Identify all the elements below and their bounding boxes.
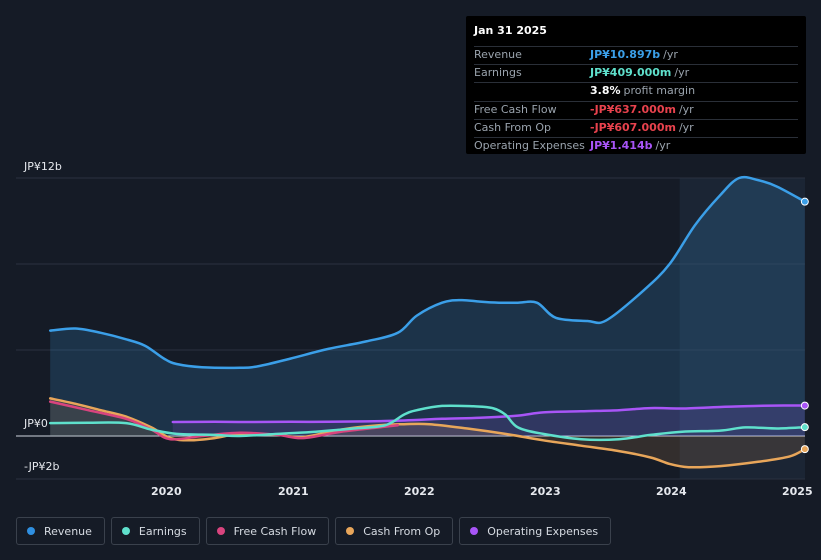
operating-expenses-line [171,404,807,424]
x-tick-label-2022: 2022 [404,485,435,498]
tooltip-unit: /yr [663,48,678,61]
chart-legend: Revenue Earnings Free Cash Flow Cash Fro… [16,517,612,545]
revenue-end-point [800,197,809,206]
tooltip-unit: /yr [678,120,694,134]
legend-label: Cash From Op [363,524,441,538]
legend-dot-icon [27,527,35,535]
tooltip-label: Free Cash Flow [474,102,557,116]
legend-label: Free Cash Flow [233,524,317,538]
x-tick-label-2025: 2025 [782,485,813,498]
x-tick-label-2021: 2021 [278,485,309,498]
tooltip-value: -JP¥607.000m [590,120,676,134]
tooltip-value: JP¥409.000m [590,66,672,80]
revenue-line [48,175,807,370]
gridlines [16,177,805,480]
y-tick-label-top: JP¥12b [24,160,62,173]
tooltip-value: JP¥1.414b [590,138,653,152]
tooltip-label: Revenue [474,48,522,61]
tooltip-value: JP¥10.897b [590,48,661,61]
operating-expenses-end-point [800,401,809,410]
earnings-line [48,404,807,442]
x-tick-label-2020: 2020 [151,485,182,498]
legend-item-revenue[interactable]: Revenue [16,517,105,545]
tooltip-unit: /yr [678,102,694,116]
tooltip-row-operating-expenses: Operating Expenses JP¥1.414b /yr [474,136,798,155]
legend-dot-icon [346,527,355,535]
tooltip-row-cash-from-op: Cash From Op -JP¥607.000m /yr [474,118,798,137]
tooltip-date: Jan 31 2025 [474,24,547,37]
operating-expenses-area [172,405,805,436]
tooltip-label: Earnings [474,66,522,80]
tooltip-label: Operating Expenses [474,138,585,152]
legend-item-free-cash-flow[interactable]: Free Cash Flow [205,517,330,545]
tooltip-value: -JP¥637.000m [590,102,676,116]
tooltip-unit: profit margin [623,84,696,98]
tooltip-row-revenue: Revenue JP¥10.897b /yr [474,46,798,64]
series-lines [48,175,807,469]
legend-item-earnings[interactable]: Earnings [110,517,200,545]
tooltip-row-earnings: Earnings JP¥409.000m /yr [474,64,798,82]
tooltip-label: Cash From Op [474,120,552,134]
tooltip-label [474,83,590,100]
tooltip-unit: /yr [674,66,690,80]
earnings-end-point [800,423,809,432]
legend-label: Operating Expenses [487,524,599,538]
tooltip-value: 3.8% [590,84,621,98]
cash-from-op-end-point [800,445,809,454]
legend-dot-icon [470,527,479,535]
legend-item-operating-expenses[interactable]: Operating Expenses [459,517,612,545]
legend-item-cash-from-op[interactable]: Cash From Op [335,517,454,545]
tooltip-unit: /yr [655,138,671,152]
legend-label: Earnings [138,524,187,538]
legend-dot-icon [121,527,130,535]
y-tick-label-zero: JP¥0 [24,417,48,430]
legend-label: Revenue [44,524,92,538]
tooltip-row-free-cash-flow: Free Cash Flow -JP¥637.000m /yr [474,100,798,119]
x-tick-label-2023: 2023 [530,485,561,498]
legend-dot-icon [216,527,225,535]
series-end-markers [800,197,809,454]
y-tick-label-bottom: -JP¥2b [24,460,60,473]
revenue-area [50,177,805,436]
data-tooltip: Jan 31 2025 Revenue JP¥10.897b /yr Earni… [466,16,806,154]
tooltip-row-profit-margin: 3.8% profit margin [474,82,798,100]
x-tick-label-2024: 2024 [656,485,687,498]
